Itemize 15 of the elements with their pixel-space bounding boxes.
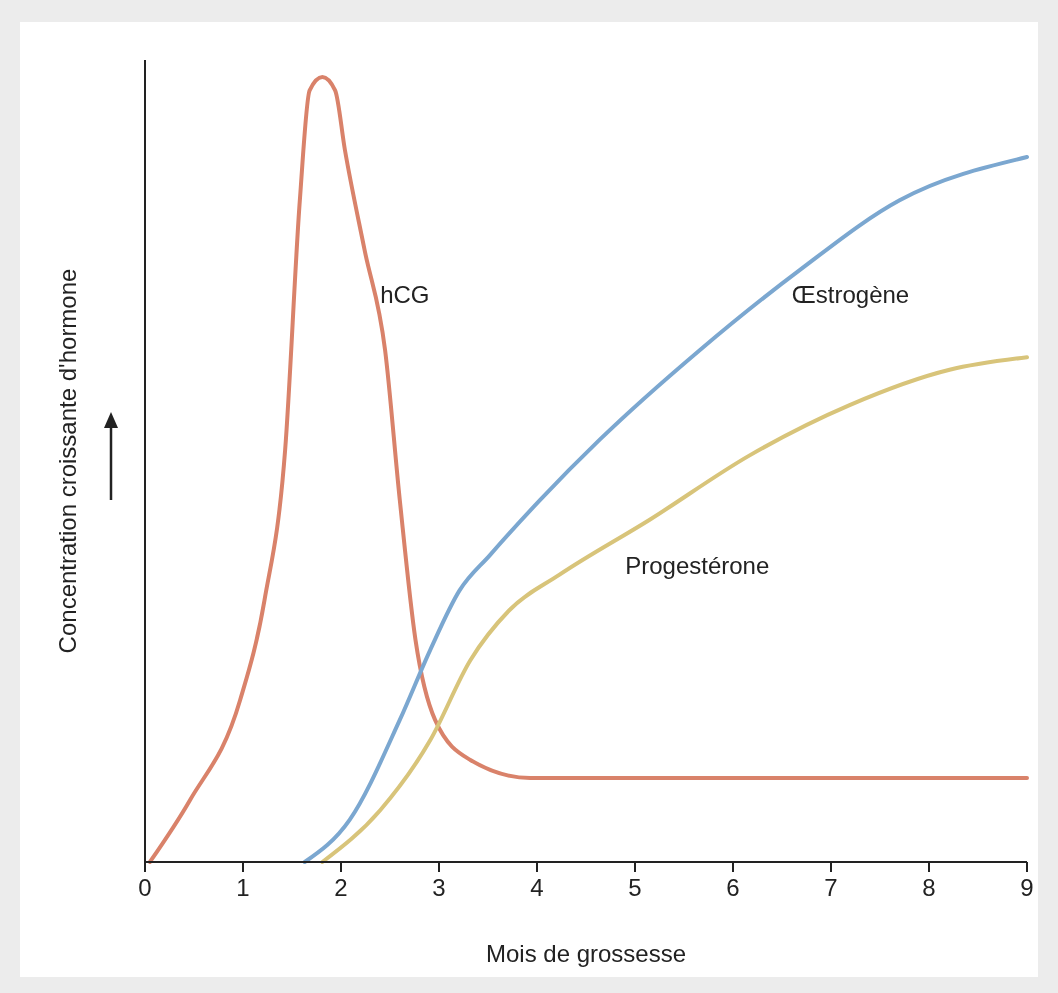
x-tick-label: 4 xyxy=(530,874,544,901)
x-tick-label: 6 xyxy=(726,874,740,901)
x-tick-label: 0 xyxy=(138,874,152,901)
series-label: Progestérone xyxy=(625,551,770,579)
series-label: Œstrogène xyxy=(791,281,910,309)
series-label: hCG xyxy=(380,281,430,309)
x-tick-label: 5 xyxy=(628,874,642,901)
x-tick-label: 8 xyxy=(922,874,936,901)
y-axis-title: Concentration croissante d'hormone xyxy=(54,268,81,654)
x-tick-label: 9 xyxy=(1020,874,1034,901)
x-tick-label: 7 xyxy=(824,874,838,901)
x-tick-label: 3 xyxy=(432,874,446,901)
x-axis-title: Mois de grossesse xyxy=(485,940,687,967)
x-tick-label: 2 xyxy=(334,874,348,901)
x-tick-label: 1 xyxy=(236,874,250,901)
